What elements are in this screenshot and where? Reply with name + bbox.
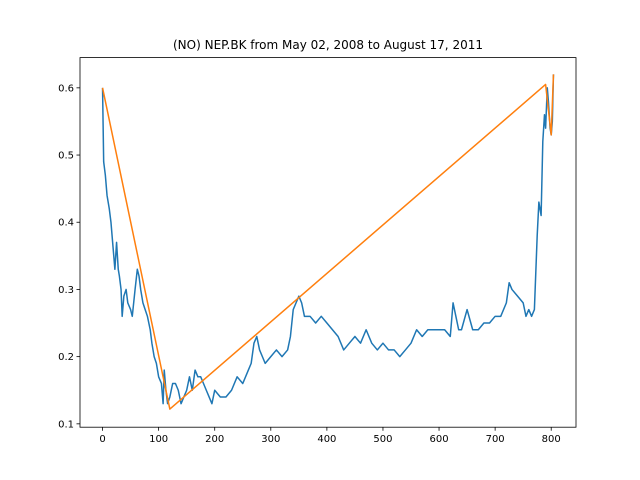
y-tick-label: 0.4 xyxy=(58,218,74,229)
data-line xyxy=(101,74,555,410)
x-tick-label: 800 xyxy=(542,434,561,445)
x-tick-label: 400 xyxy=(317,434,336,445)
y-tick-label: 0.2 xyxy=(58,352,74,363)
plot-frame xyxy=(79,57,577,428)
chart-title: (NO) NEP.BK from May 02, 2008 to August … xyxy=(173,38,483,52)
x-tick-label: 700 xyxy=(486,434,505,445)
x-tick-label: 0 xyxy=(99,434,105,445)
y-tick-label: 0.6 xyxy=(58,83,74,94)
x-tick-label: 100 xyxy=(149,434,168,445)
data-line xyxy=(101,74,555,405)
y-tick-label: 0.1 xyxy=(58,419,74,430)
x-tick-label: 500 xyxy=(373,434,392,445)
y-tick-label: 0.5 xyxy=(58,151,74,162)
x-tick-label: 300 xyxy=(261,434,280,445)
y-tick-label: 0.3 xyxy=(58,285,74,296)
x-tick-label: 600 xyxy=(429,434,448,445)
x-tick-label: 200 xyxy=(205,434,224,445)
